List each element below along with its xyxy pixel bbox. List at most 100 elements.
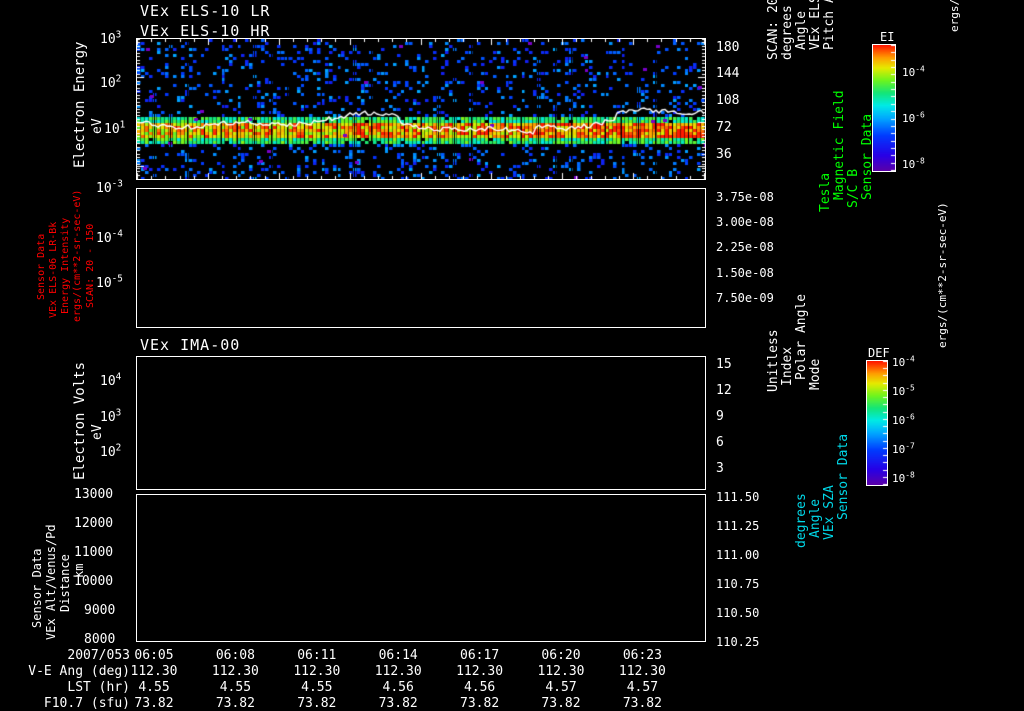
panel2-y2tick-300: 3.00e-08 — [716, 215, 774, 229]
panel1-colorbar-unit: ergs/(cm**2-sr-sec-eV) — [948, 0, 961, 32]
panel4-y2-label-sza: VEx SZA — [822, 485, 837, 540]
panel1-y2-label-instrument: VEx ELS-10 LR — [808, 0, 823, 50]
table-cell-f107-row-3: 73.82 — [378, 696, 418, 711]
table-row-label-f107-row: F10.7 (sfu) — [43, 696, 130, 711]
panel3-title: VEx IMA-00 — [140, 336, 241, 354]
panel1-y2tick-144: 144 — [716, 66, 740, 81]
table-cell-ve-ang-row-0: 112.30 — [130, 664, 178, 679]
panel1-y2tick-180: 180 — [716, 40, 740, 55]
table-row-label-lst-row: LST (hr) — [67, 680, 130, 695]
panel2-y2tick-375: 3.75e-08 — [716, 190, 774, 204]
panel3-y2tick-6: 6 — [716, 435, 724, 450]
table-cell-time-row-5: 06:20 — [541, 648, 581, 663]
panel-els-lr-plot[interactable] — [136, 38, 706, 180]
panel2-y2-label-sensor-data: Sensor Data — [860, 113, 875, 200]
table-cell-ve-ang-row-1: 112.30 — [211, 664, 259, 679]
panel1-y2tick-36: 36 — [716, 147, 732, 162]
panel3-colorbar-tick-m5: 10-5 — [892, 383, 915, 398]
panel1-y2-label-angle: Angle — [794, 10, 809, 50]
panel3-y2-label-polar-angle: Polar Angle — [794, 293, 809, 380]
panel3-y2-label-unitless: Unitless — [766, 329, 781, 392]
table-cell-f107-row-2: 73.82 — [297, 696, 337, 711]
panel4-y2tick-11150: 111.50 — [716, 490, 760, 504]
table-cell-time-row-1: 06:08 — [215, 648, 255, 663]
panel4-y2-label-angle: Angle — [808, 498, 823, 538]
panel-ima-plot[interactable] — [136, 356, 706, 490]
table-row-label-time-row: 2007/053 — [67, 648, 130, 663]
panel1-colorbar-tick-m8: 10-8 — [902, 156, 925, 171]
panel1-ytick-2: 102 — [100, 73, 122, 91]
panel2-y2-label-tesla: Tesla — [818, 172, 833, 212]
table-row-label-ve-ang-row: V-E Ang (deg) — [28, 664, 130, 679]
panel3-y-axis-label: Electron Volts — [72, 361, 88, 480]
panel2-y2tick-750: 7.50e-09 — [716, 291, 774, 305]
panel2-y2-label-sc-b: S/C B — [846, 168, 861, 208]
panel3-y2tick-12: 12 — [716, 383, 732, 398]
panel1-y-axis-label: Electron Energy — [72, 41, 88, 168]
panel4-y2-label-degrees: degrees — [794, 493, 809, 548]
panel2-y-label-sensor-data: Sensor Data — [36, 233, 47, 300]
panel3-ytick-2: 102 — [100, 442, 122, 460]
panel4-ytick-10000: 10000 — [74, 574, 114, 589]
panel2-y-label-instrument: VEx ELS-06 LR-Bk — [48, 221, 59, 318]
panel3-y2-label-mode: Mode — [808, 358, 823, 390]
panel3-y2tick-3: 3 — [716, 461, 724, 476]
table-cell-ve-ang-row-4: 112.30 — [456, 664, 504, 679]
panel4-ytick-13000: 13000 — [74, 487, 114, 502]
panel3-y-axis-units: eV — [90, 424, 105, 440]
panel3-colorbar-unit: ergs/(cm**2-sr-sec-eV) — [936, 202, 949, 348]
panel1-title-line1: VEx ELS-10 LR — [140, 2, 271, 20]
panel4-y-label-sensor-data: Sensor Data — [30, 548, 44, 628]
table-cell-lst-row-2: 4.55 — [301, 680, 333, 695]
table-cell-time-row-6: 06:23 — [622, 648, 662, 663]
panel1-colorbar-tick-m4: 10-4 — [902, 64, 925, 79]
panel1-colorbar — [872, 44, 896, 172]
panel4-y2-label-sensor-data: Sensor Data — [836, 433, 851, 520]
table-cell-ve-ang-row-6: 112.30 — [618, 664, 666, 679]
panel3-colorbar — [866, 360, 888, 486]
panel2-ytick-m5: 10-5 — [96, 273, 123, 291]
panel1-ytick-3: 103 — [100, 29, 122, 47]
panel1-y2-label-pitch-angle: Pitch Angle — [822, 0, 837, 50]
panel1-y-axis-units: eV — [90, 118, 105, 134]
table-cell-time-row-2: 06:11 — [297, 648, 337, 663]
panel3-y2-label-index: Index — [780, 346, 795, 386]
table-cell-lst-row-0: 4.55 — [138, 680, 170, 695]
panel2-y2-label-magnetic-field: Magnetic Field — [832, 90, 847, 200]
table-cell-f107-row-0: 73.82 — [134, 696, 174, 711]
table-cell-lst-row-4: 4.56 — [463, 680, 496, 695]
panel1-colorbar-tick-m6: 10-6 — [902, 110, 925, 125]
panel2-y-label-units: ergs/(cm**2-sr-sec-eV) — [72, 189, 83, 322]
table-cell-lst-row-6: 4.57 — [626, 680, 659, 695]
panel4-ytick-9000: 9000 — [84, 603, 116, 618]
table-cell-lst-row-1: 4.55 — [219, 680, 252, 695]
panel3-y2tick-9: 9 — [716, 409, 724, 424]
table-cell-f107-row-5: 73.82 — [541, 696, 581, 711]
panel1-ytick-1: 101 — [104, 119, 126, 137]
panel2-y-label-quantity: Energy Intensity — [60, 217, 71, 314]
panel2-ytick-m3: 10-3 — [96, 178, 123, 196]
panel3-colorbar-tick-m4: 10-4 — [892, 354, 915, 369]
panel3-colorbar-tick-m8: 10-8 — [892, 470, 915, 485]
panel3-ytick-4: 104 — [100, 371, 122, 389]
panel3-colorbar-title: DEF — [868, 346, 890, 360]
panel2-y2tick-150: 1.50e-08 — [716, 266, 774, 280]
panel3-colorbar-tick-m6: 10-6 — [892, 412, 915, 427]
panel-els-bk-plot[interactable] — [136, 188, 706, 328]
panel3-colorbar-tick-m7: 10-7 — [892, 441, 915, 456]
panel4-y-label-quantity: VEx Alt/Venus/Pd — [44, 524, 58, 640]
panel4-y2tick-11075: 110.75 — [716, 577, 760, 591]
table-cell-ve-ang-row-5: 112.30 — [537, 664, 585, 679]
panel4-y2tick-11025: 110.25 — [716, 635, 760, 649]
panel1-colorbar-title: EI — [880, 30, 895, 44]
table-cell-time-row-4: 06:17 — [460, 648, 500, 663]
table-cell-ve-ang-row-2: 112.30 — [293, 664, 341, 679]
panel4-ytick-8000: 8000 — [84, 632, 116, 647]
panel2-y2tick-225: 2.25e-08 — [716, 240, 774, 254]
table-cell-f107-row-1: 73.82 — [215, 696, 255, 711]
panel1-y2-label-degrees: degrees — [780, 5, 795, 60]
panel1-y2tick-72: 72 — [716, 120, 732, 135]
table-cell-time-row-0: 06:05 — [134, 648, 174, 663]
panel-alt-sza-plot[interactable] — [136, 494, 706, 642]
panel4-ytick-11000: 11000 — [74, 545, 114, 560]
